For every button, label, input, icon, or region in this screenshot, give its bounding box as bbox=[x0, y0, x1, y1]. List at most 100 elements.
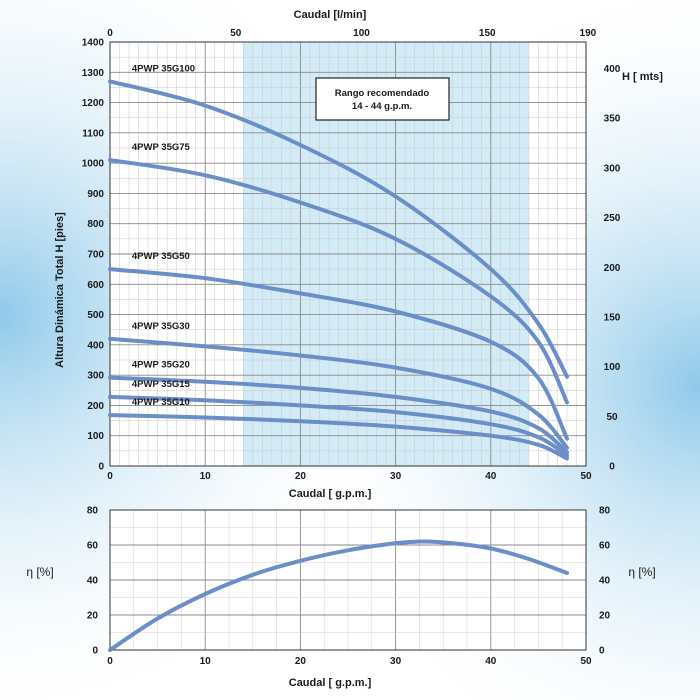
head-data-point bbox=[298, 353, 302, 358]
head-plot-frame bbox=[109, 41, 587, 467]
head-data-point bbox=[203, 276, 207, 280]
y-tick-label: 0 bbox=[98, 462, 104, 473]
head-data-point bbox=[203, 380, 207, 384]
head-data-point bbox=[489, 387, 493, 391]
efficiency-right-tick-label: 40 bbox=[599, 576, 611, 587]
series-label: 4PWP 35G10 bbox=[132, 397, 190, 408]
y-tick-label: 300 bbox=[87, 371, 104, 382]
efficiency-right-tick-label: 80 bbox=[599, 506, 611, 517]
head-data-point bbox=[489, 294, 493, 298]
efficiency-x-tick-label: 10 bbox=[200, 656, 212, 667]
series-label: 4PWP 35G30 bbox=[132, 321, 190, 332]
head-data-point bbox=[203, 398, 207, 402]
head-data-point bbox=[203, 104, 207, 108]
efficiency-x-tick-label: 20 bbox=[295, 656, 307, 667]
efficiency-y-tick-label: 0 bbox=[92, 646, 98, 657]
efficiency-data-point bbox=[346, 548, 350, 552]
efficiency-data-point bbox=[156, 616, 160, 621]
head-data-point bbox=[565, 375, 569, 379]
efficiency-curve-group bbox=[108, 539, 569, 652]
series-label: 4PWP 35G20 bbox=[132, 360, 190, 371]
head-curve-labels: 4PWP 35G100 4PWP 35G75 4PWP 35G50 4PWP 35G3… bbox=[132, 63, 195, 408]
right-tick-label: 350 bbox=[604, 114, 621, 125]
head-data-point bbox=[108, 395, 112, 399]
right-tick-label: 400 bbox=[604, 64, 621, 75]
head-curves bbox=[108, 79, 569, 461]
x-tick-label: 40 bbox=[485, 471, 497, 482]
head-data-point bbox=[536, 340, 541, 344]
y-tick-label: 1000 bbox=[82, 159, 105, 170]
y-tick-label: 1400 bbox=[82, 38, 105, 49]
head-data-point bbox=[489, 422, 493, 426]
head-data-point bbox=[298, 291, 302, 295]
y-tick-label: 400 bbox=[87, 340, 104, 351]
efficiency-data-point bbox=[451, 541, 455, 545]
efficiency-plot-frame bbox=[109, 509, 587, 651]
efficiency-data-point bbox=[527, 557, 531, 561]
efficiency-data-point bbox=[394, 541, 398, 545]
top-tick-label: 0 bbox=[107, 28, 113, 39]
efficiency-right-tick-label: 20 bbox=[599, 611, 611, 622]
top-tick-label: 50 bbox=[230, 28, 242, 39]
efficiency-y-tick-label: 40 bbox=[87, 576, 99, 587]
head-data-point bbox=[394, 395, 398, 399]
head-data-point bbox=[108, 337, 112, 341]
head-data-point bbox=[565, 437, 569, 441]
head-data-point bbox=[108, 79, 112, 83]
y-tick-label: 500 bbox=[87, 310, 104, 321]
head-data-point bbox=[536, 322, 541, 326]
series-label: 4PWP 35G50 bbox=[132, 251, 190, 262]
head-data-point bbox=[489, 340, 493, 344]
series-label: 4PWP 35G100 bbox=[132, 63, 195, 74]
efficiency-y-tick-label: 20 bbox=[87, 611, 99, 622]
y-tick-label: 700 bbox=[87, 250, 104, 261]
recommended-range-box bbox=[315, 77, 450, 121]
efficiency-data-point bbox=[251, 573, 255, 577]
efficiency-data-point bbox=[565, 571, 569, 575]
recommended-range-value: 14 - 44 g.p.m. bbox=[352, 101, 412, 112]
series-label: 4PWP 35G15 bbox=[132, 379, 191, 390]
head-data-point bbox=[536, 376, 541, 380]
y-tick-label: 1300 bbox=[82, 68, 105, 79]
efficiency-x-tick-label: 40 bbox=[485, 656, 497, 667]
head-data-point bbox=[108, 267, 112, 271]
head-data-point bbox=[536, 426, 541, 430]
y-tick-label: 200 bbox=[87, 401, 104, 412]
efficiency-data-point bbox=[108, 648, 112, 652]
x-tick-label: 10 bbox=[200, 471, 212, 482]
efficiency-right-tick-label: 0 bbox=[599, 646, 605, 657]
y-axis-title: Altura Dinámica Total H [pies] bbox=[54, 212, 66, 368]
head-data-point bbox=[536, 435, 541, 439]
y-tick-label: 600 bbox=[87, 280, 104, 291]
head-data-point bbox=[394, 237, 398, 241]
right-axis-title: H [ mts] bbox=[622, 71, 663, 83]
head-data-point bbox=[203, 173, 207, 177]
efficiency-data-point bbox=[422, 539, 426, 544]
x-axis-title: Caudal [ g.p.m.] bbox=[289, 488, 372, 500]
y-tick-label: 800 bbox=[87, 219, 104, 230]
head-grid bbox=[109, 41, 587, 467]
head-data-point bbox=[108, 158, 112, 162]
efficiency-data-point bbox=[203, 592, 207, 596]
efficiency-right-axis-title: η [%] bbox=[628, 565, 655, 579]
efficiency-y-tick-label: 60 bbox=[87, 541, 99, 552]
head-data-point bbox=[298, 143, 302, 147]
head-data-point bbox=[298, 200, 302, 205]
head-data-point bbox=[203, 344, 207, 348]
x-tick-label: 30 bbox=[390, 471, 402, 482]
efficiency-curve bbox=[108, 539, 569, 652]
head-data-point bbox=[394, 410, 398, 414]
y-tick-label: 1200 bbox=[82, 98, 105, 109]
head-data-point bbox=[565, 446, 569, 450]
head-data-point bbox=[394, 425, 398, 429]
top-axis-title: Caudal [l/min] bbox=[294, 9, 367, 21]
right-tick-label: 50 bbox=[606, 412, 618, 423]
head-data-point bbox=[565, 400, 569, 404]
x-tick-label: 50 bbox=[580, 471, 592, 482]
top-tick-label: 190 bbox=[580, 28, 597, 39]
head-data-point bbox=[536, 443, 541, 447]
right-tick-label: 200 bbox=[604, 263, 621, 274]
efficiency-x-tick-label: 30 bbox=[390, 656, 402, 667]
